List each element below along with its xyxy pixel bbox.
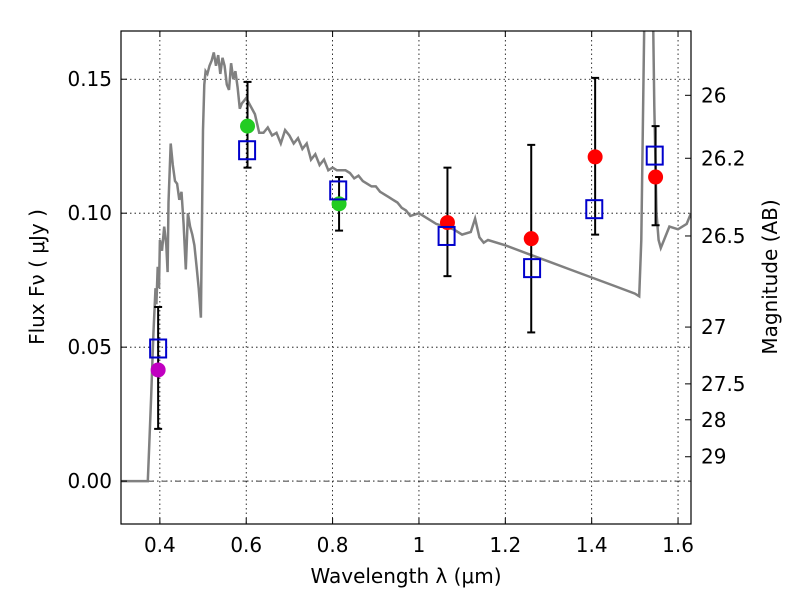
x-tick-label: 0.4: [144, 533, 176, 557]
model-sed-line: [121, 31, 691, 483]
x-tick-label: 1: [413, 533, 426, 557]
axis-ticks: [121, 31, 691, 524]
model-flux-square: [238, 140, 257, 161]
y-tick-label: 0.10: [67, 201, 112, 225]
x-tick-label: 1.6: [662, 533, 694, 557]
x-tick-label: 0.6: [230, 533, 262, 557]
model-flux-square: [585, 199, 604, 220]
data-marks: [149, 76, 664, 430]
y2-tick-label: 26: [701, 83, 726, 107]
x-axis-title: Wavelength λ (μm): [310, 564, 501, 588]
x-tick-label: 0.8: [317, 533, 349, 557]
model-flux-square: [437, 225, 456, 246]
data-point-V: [240, 118, 256, 134]
y2-tick-label: 27: [701, 315, 726, 339]
data-point-H1: [587, 149, 603, 165]
x-tick-label: 1.4: [576, 533, 608, 557]
model-flux-square: [149, 338, 168, 359]
model-flux-square: [329, 180, 348, 201]
model-flux-square: [523, 258, 542, 279]
plot-frame: [120, 30, 692, 525]
model-flux-square: [645, 145, 664, 166]
y-tick-label: 0.15: [67, 67, 112, 91]
data-point-u: [150, 362, 166, 378]
y-tick-label: 0.00: [67, 469, 112, 493]
y2-tick-label: 29: [701, 445, 726, 469]
y2-tick-label: 26.2: [701, 146, 746, 170]
y-axis-title: Flux Fν ( μJy ): [25, 209, 49, 345]
y-tick-label: 0.05: [67, 335, 112, 359]
y2-tick-label: 28: [701, 408, 726, 432]
y2-tick-label: 26.5: [701, 224, 746, 248]
y2-axis-title: Magnitude (AB): [758, 199, 782, 354]
x-tick-label: 1.2: [489, 533, 521, 557]
data-point-H2: [648, 169, 664, 185]
data-point-J2: [523, 231, 539, 247]
tick-labels: 0.4 0.6 0.8 1 1.2 1.4 1.6 0.00 0.05 0.10 0.15 26 26.…: [67, 67, 745, 557]
y2-tick-label: 27.5: [701, 372, 746, 396]
